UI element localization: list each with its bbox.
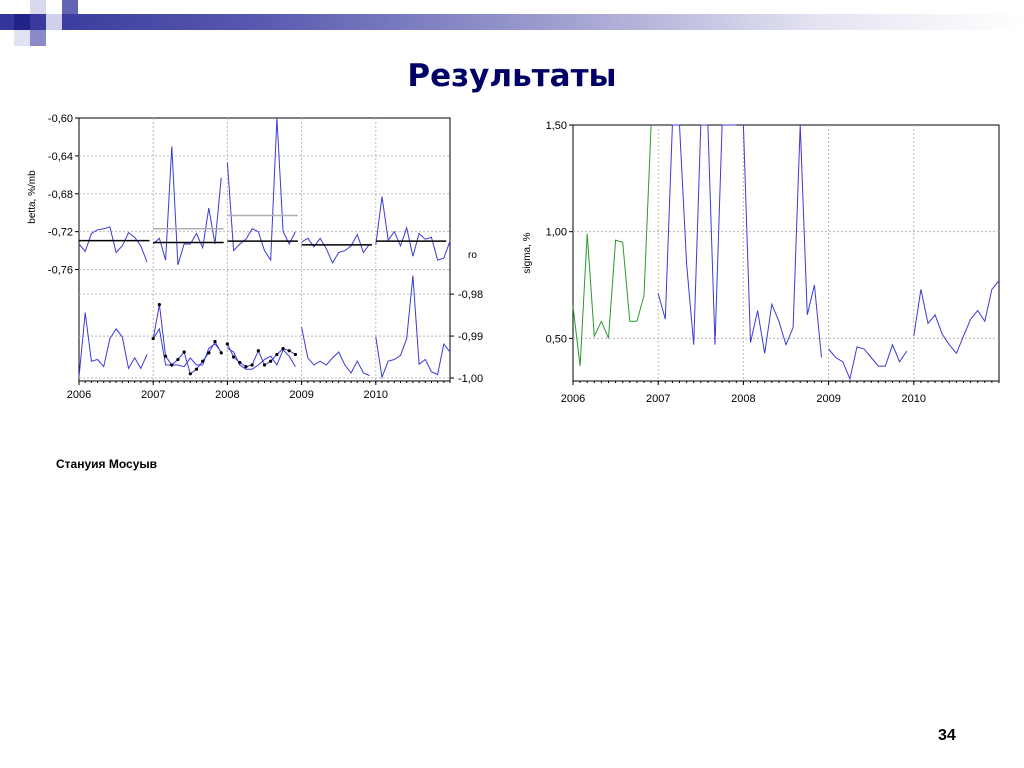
y-tick-label: 1,50 bbox=[546, 120, 567, 132]
y2-tick-label: -1,00 bbox=[458, 373, 483, 385]
ro-point bbox=[262, 363, 267, 367]
header-square-light-2 bbox=[46, 14, 62, 30]
ro-point bbox=[151, 336, 155, 341]
slide-title: Результаты bbox=[407, 58, 617, 94]
betta-blue-line bbox=[152, 146, 222, 265]
station-caption: Стануия Мосуыв bbox=[56, 457, 157, 471]
x-tick-label: 2009 bbox=[289, 389, 313, 401]
plot-frame bbox=[572, 124, 1000, 382]
ro-blue-line bbox=[78, 312, 148, 378]
ro-blue-line bbox=[301, 327, 370, 376]
header-square-light-3 bbox=[14, 30, 30, 46]
ro-point bbox=[225, 342, 229, 346]
ro-point bbox=[213, 339, 217, 344]
ro-point bbox=[293, 352, 298, 357]
ro-point bbox=[176, 357, 180, 362]
ro-point bbox=[157, 303, 161, 307]
y-tick-label: -0,72 bbox=[48, 227, 73, 239]
x-tick-label: 2008 bbox=[731, 393, 755, 405]
sigma-blue-line bbox=[657, 124, 737, 345]
ro-point bbox=[194, 367, 199, 371]
ro-point bbox=[275, 352, 279, 357]
ro-blue-line bbox=[375, 275, 451, 380]
sigma-green-line bbox=[572, 124, 652, 367]
ro-point bbox=[250, 363, 254, 367]
header-square-light-1 bbox=[30, 0, 46, 14]
ro-point bbox=[188, 372, 192, 376]
y-tick-label: -0,76 bbox=[48, 265, 73, 277]
x-tick-label: 2010 bbox=[902, 393, 926, 405]
y-tick-label: 0,50 bbox=[546, 333, 567, 345]
ro-point bbox=[238, 360, 242, 365]
x-tick-label: 2010 bbox=[364, 389, 388, 401]
x-tick-label: 2007 bbox=[141, 389, 165, 401]
betta-blue-line bbox=[375, 196, 451, 261]
header-square-blue-2 bbox=[30, 30, 46, 46]
betta-blue-line bbox=[78, 226, 148, 263]
x-tick-label: 2008 bbox=[215, 389, 239, 401]
sigma-blue-line bbox=[828, 343, 908, 381]
betta-ro-chart: -0,60 -0,64 -0,68 -0,72 -0,76 -0,98 -0,99 -1,00… bbox=[27, 113, 483, 401]
x-tick-label: 2006 bbox=[561, 393, 585, 405]
ro-point bbox=[244, 365, 248, 369]
sigma-blue-line bbox=[742, 124, 822, 358]
y-tick-label: -0,64 bbox=[48, 151, 73, 163]
x-tick-label: 2006 bbox=[67, 389, 91, 401]
ro-point bbox=[201, 359, 205, 363]
ro-point bbox=[269, 359, 273, 363]
ro-point bbox=[219, 351, 223, 355]
page-number: 34 bbox=[938, 727, 956, 744]
y-axis-label: betta, %/mb bbox=[27, 170, 38, 224]
ro-dotted-line bbox=[152, 304, 222, 375]
x-tick-label: 2007 bbox=[646, 393, 670, 405]
y2-tick-label: -0,98 bbox=[458, 289, 483, 301]
y-tick-label: -0,60 bbox=[48, 113, 73, 125]
y-axis-label: sigma, % bbox=[522, 232, 533, 273]
header-gradient-bar bbox=[0, 14, 1024, 30]
ro-point bbox=[182, 350, 186, 354]
y2-tick-label: -0,99 bbox=[458, 331, 483, 343]
ro-point bbox=[256, 349, 260, 353]
ro-point bbox=[281, 347, 285, 351]
ro-point bbox=[207, 351, 211, 355]
header-square-blue-1 bbox=[62, 0, 78, 14]
header-square-navy bbox=[14, 14, 30, 30]
ro-point bbox=[163, 354, 168, 358]
sigma-chart: 1,50 1,00 0,50 sigma, % 2006 2007 2008 2009 2010 bbox=[522, 120, 1000, 405]
y-tick-label: 1,00 bbox=[546, 227, 567, 239]
ro-point bbox=[231, 355, 236, 359]
sigma-blue-line bbox=[913, 280, 1000, 355]
x-tick-label: 2009 bbox=[816, 393, 840, 405]
ro-point bbox=[170, 363, 174, 367]
y-tick-label: -0,68 bbox=[48, 189, 73, 201]
y2-axis-label: ro bbox=[468, 250, 477, 261]
ro-point bbox=[287, 349, 291, 353]
